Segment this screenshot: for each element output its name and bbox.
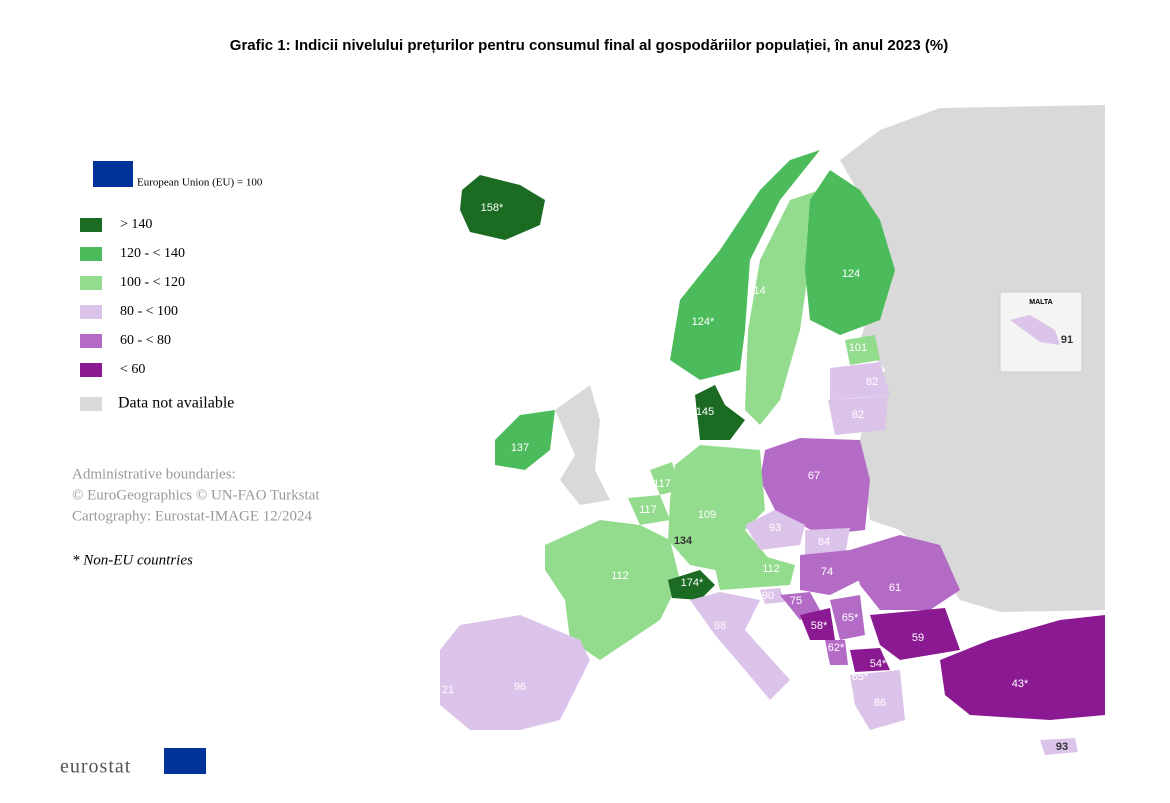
region-label: 65*: [852, 671, 869, 683]
austria: [715, 555, 795, 590]
czechia: [745, 510, 805, 550]
germany: [668, 445, 770, 575]
region-label: 158*: [481, 202, 504, 214]
region-label: 67: [808, 470, 820, 482]
switzerland: [668, 570, 715, 600]
legend-label: < 60: [120, 362, 145, 377]
credit-line: © EuroGeographics © UN-FAO Turkstat: [72, 487, 320, 503]
region-label: 114: [748, 285, 766, 297]
slovakia: [805, 528, 850, 555]
non-eu-east: [840, 105, 1105, 612]
inset-label: 91: [1061, 334, 1073, 346]
north-macedonia: [850, 648, 890, 672]
france: [545, 520, 680, 660]
serbia: [830, 595, 865, 640]
region-label: 90: [762, 590, 774, 602]
region-label: 43*: [1012, 678, 1029, 690]
region-label: 82: [866, 376, 878, 388]
iceland: [460, 175, 545, 240]
region-label: 124: [842, 268, 860, 280]
region-label: 61: [889, 582, 901, 594]
lithuania: [828, 396, 888, 435]
region-label: 98: [714, 620, 726, 632]
legend-swatch: [80, 218, 102, 232]
region-label: 112: [762, 563, 780, 575]
note: * Non-EU countries: [72, 552, 193, 568]
credit-line: Administrative boundaries:: [72, 466, 236, 482]
belgium: [628, 495, 670, 525]
region-label: 75: [790, 595, 802, 607]
region-label: 65*: [842, 612, 859, 624]
bosnia: [800, 608, 835, 640]
legend-label: > 140: [120, 217, 152, 232]
region-label: 101: [849, 342, 867, 354]
region-label: 96: [514, 681, 526, 693]
legend-label: Data not available: [118, 395, 234, 412]
region-label: 93: [769, 522, 781, 534]
region-label: 124*: [692, 316, 715, 328]
region-label: 74: [821, 566, 833, 578]
logo-flag: [164, 748, 206, 774]
hungary: [800, 550, 860, 595]
romania: [850, 535, 960, 610]
region-label: 145: [696, 406, 714, 418]
legend-swatch: [80, 276, 102, 290]
legend-swatch: [80, 305, 102, 319]
region-label: 84: [818, 536, 830, 548]
sweden: [745, 190, 820, 425]
legend-swatch: [80, 397, 102, 411]
legend-swatch: [80, 363, 102, 377]
finland: [805, 170, 895, 335]
region-label: 86: [874, 697, 886, 709]
title: Grafic 1: Indicii nivelului prețurilor p…: [230, 37, 948, 54]
region-label: 59: [912, 632, 924, 644]
cyprus: [1040, 738, 1078, 755]
region-label: 62*: [828, 642, 845, 654]
logo: eurostat: [60, 756, 131, 778]
region-label: 174*: [681, 577, 704, 589]
spain-portugal: [440, 615, 590, 730]
poland: [760, 438, 870, 535]
ireland: [495, 410, 555, 470]
credit-line: Cartography: Eurostat-IMAGE 12/2024: [72, 508, 312, 524]
legend-swatch: [80, 334, 102, 348]
latvia: [830, 362, 890, 400]
region-label: 112: [611, 570, 629, 582]
region-label: 93: [1056, 741, 1068, 753]
region-label: 109: [698, 509, 716, 521]
inset-title: MALTA: [1029, 299, 1052, 306]
norway: [670, 150, 820, 380]
region-label: 58*: [811, 620, 828, 632]
turkey: [940, 615, 1105, 720]
region-label: 117: [653, 478, 671, 490]
legend-label: 60 - < 80: [120, 333, 171, 348]
region-label: 137: [511, 442, 529, 454]
region-label: 134: [674, 535, 693, 547]
albania: [825, 640, 848, 665]
legend-label: 120 - < 140: [120, 246, 185, 261]
legend: European Union (EU) = 100 > 140 120 - < 1…: [80, 161, 263, 412]
slovenia: [760, 588, 785, 604]
eu-note: European Union (EU) = 100: [137, 177, 263, 189]
italy: [690, 592, 790, 700]
legend-label: 80 - < 100: [120, 304, 178, 319]
legend-swatch: [80, 247, 102, 261]
legend-label: 100 - < 120: [120, 275, 185, 290]
estonia: [845, 335, 880, 365]
region-label: 21: [442, 684, 454, 696]
uk: [555, 385, 610, 505]
denmark: [695, 385, 745, 440]
region-label: 117: [639, 504, 657, 516]
region-label: 54*: [870, 658, 887, 670]
map: MALTA 91 158* 124* 114 124 101 82 82 145 137 67 11…: [440, 105, 1105, 760]
malta: [1010, 315, 1060, 345]
eu-flag: [93, 161, 133, 187]
bulgaria: [870, 608, 960, 660]
greece: [850, 670, 905, 730]
region-label: 82: [852, 409, 864, 421]
